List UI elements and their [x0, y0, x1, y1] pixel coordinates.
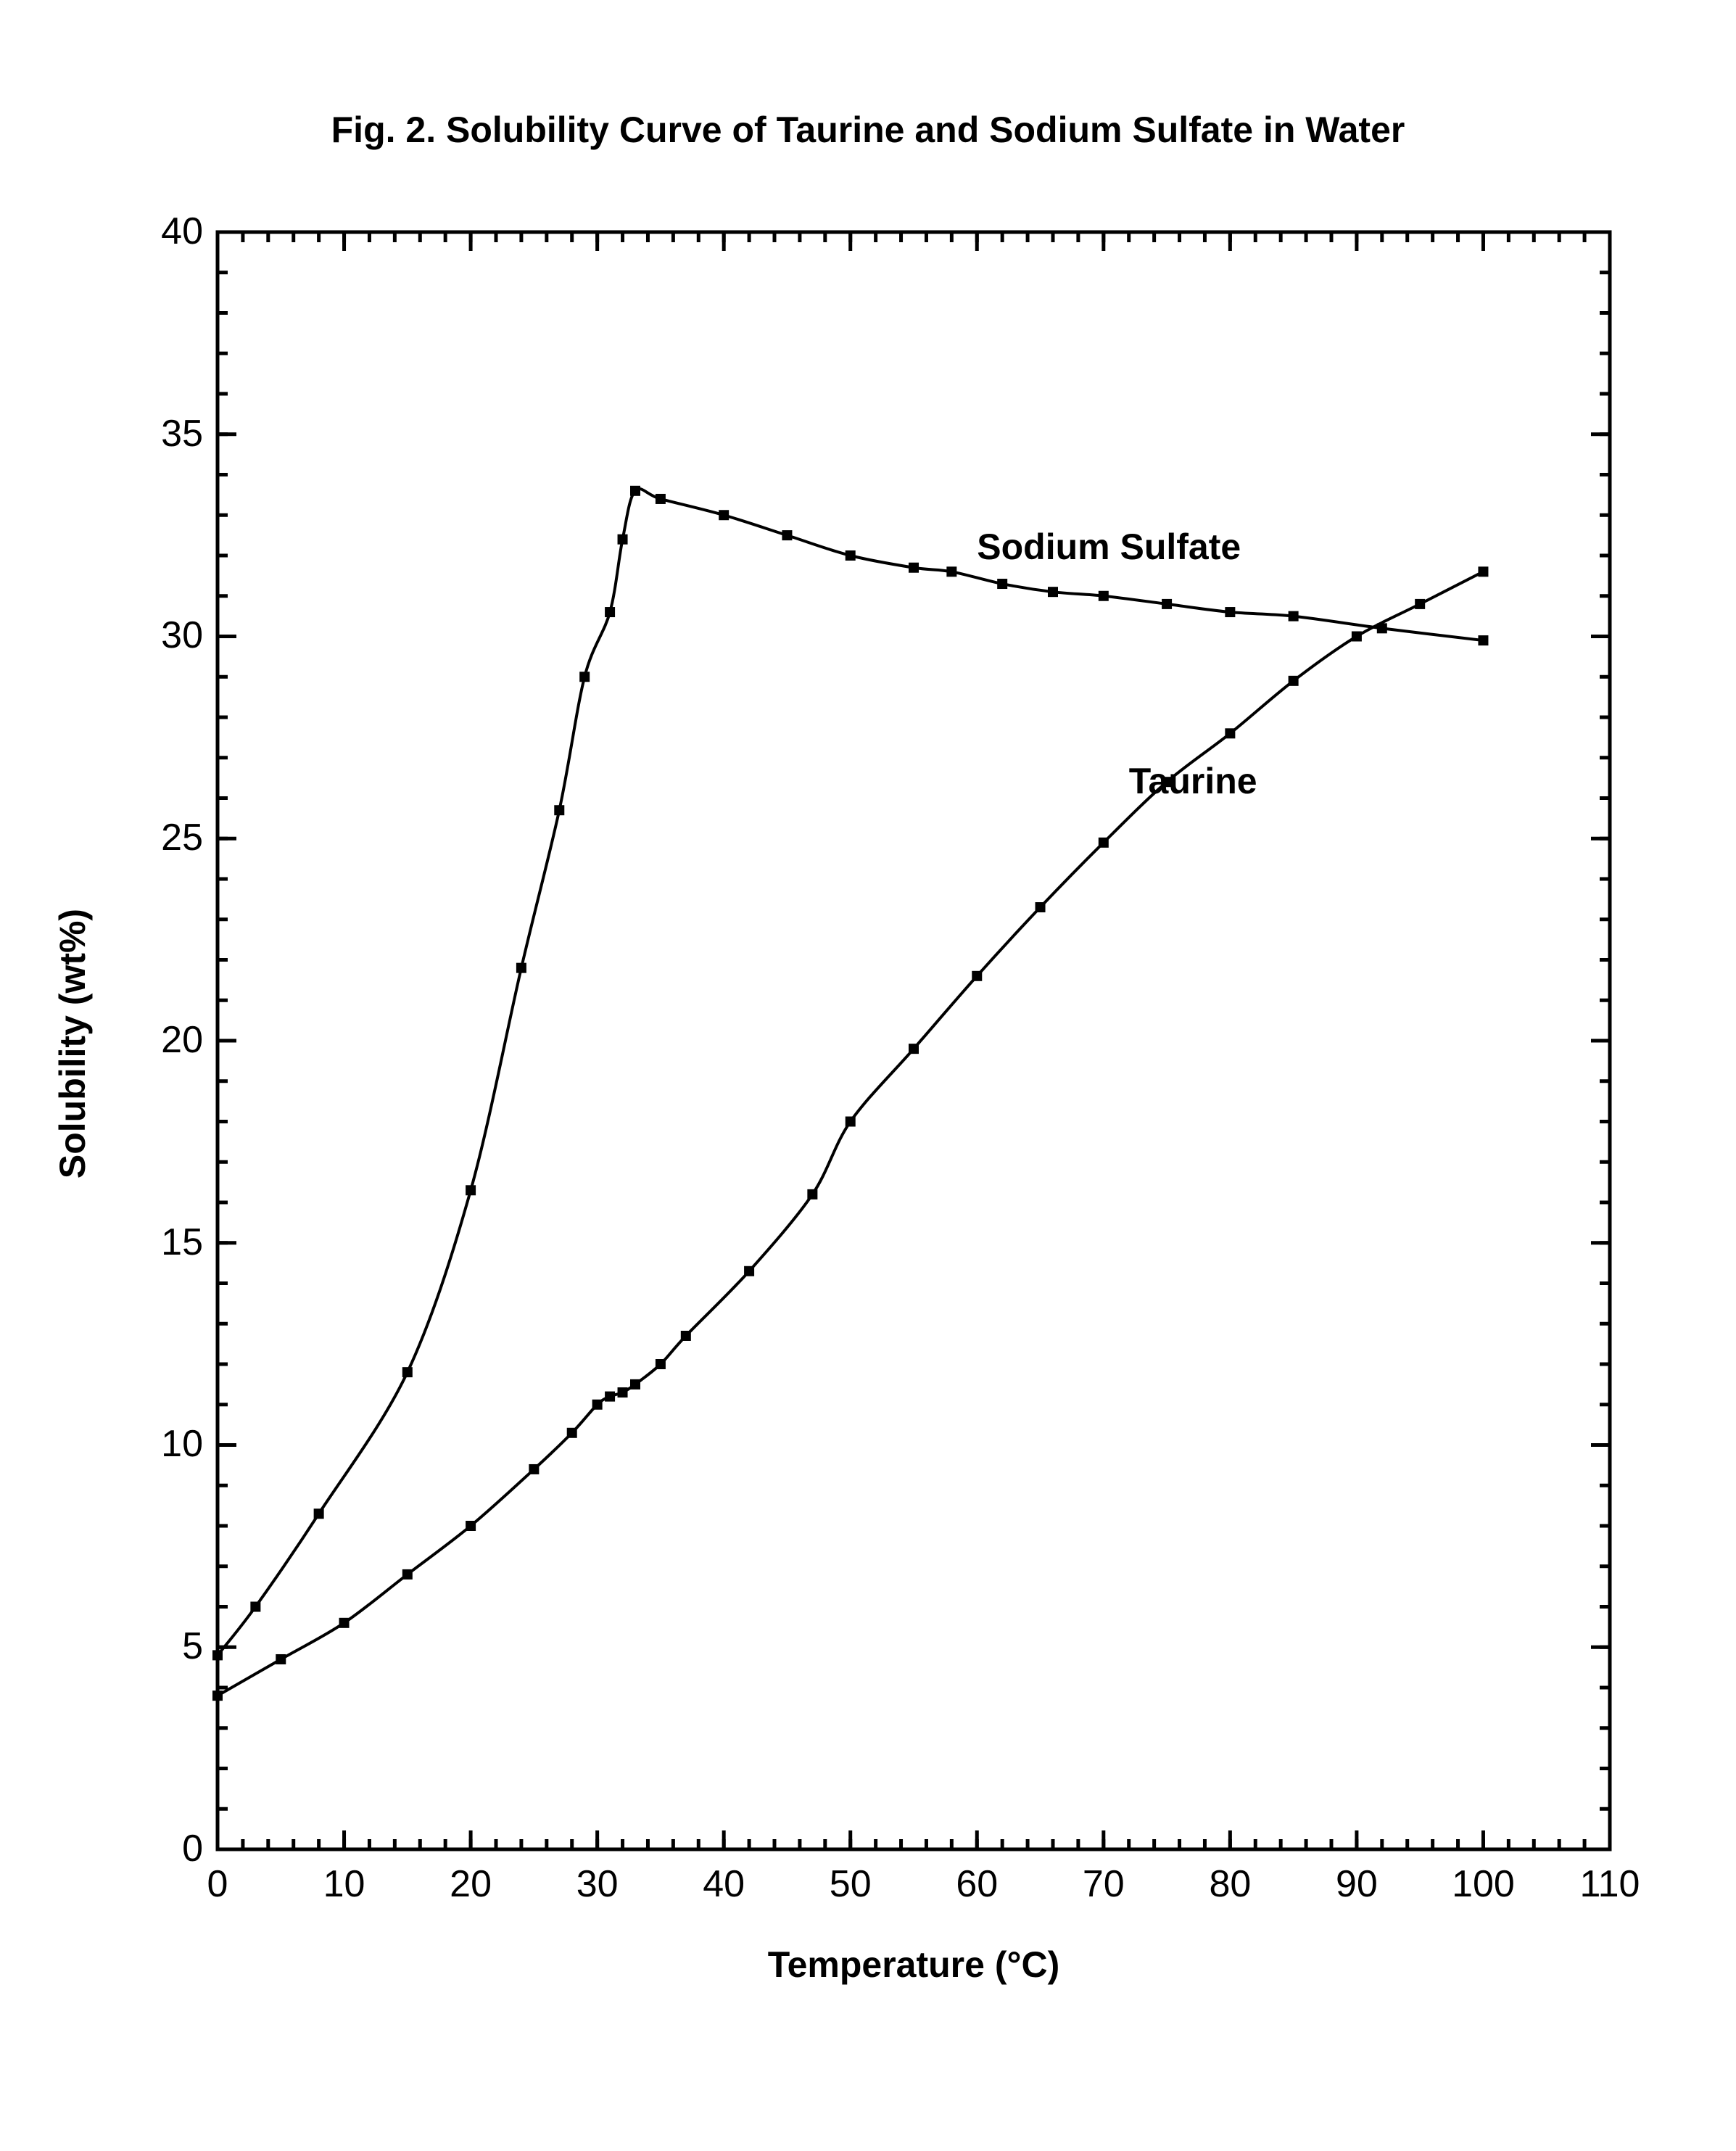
taurine-marker: [592, 1400, 603, 1410]
taurine-marker: [1099, 838, 1109, 848]
taurine-marker: [212, 1690, 223, 1701]
sodium-sulfate-marker: [250, 1602, 260, 1612]
sodium-sulfate-marker: [1099, 591, 1109, 601]
x-tick-label: 30: [561, 1862, 634, 1906]
taurine-marker: [1036, 902, 1046, 912]
sodium-sulfate-marker: [618, 534, 628, 545]
sodium-sulfate-marker: [314, 1508, 324, 1519]
sodium-sulfate-marker: [402, 1367, 413, 1377]
sodium-sulfate-marker: [719, 510, 729, 520]
y-tick-label: 5: [182, 1624, 203, 1668]
x-tick-label: 20: [434, 1862, 507, 1906]
x-tick-label: 90: [1320, 1862, 1393, 1906]
x-tick-label: 10: [308, 1862, 381, 1906]
taurine-marker: [744, 1266, 754, 1276]
y-tick-label: 35: [161, 412, 203, 455]
plot-area: [218, 232, 1610, 1849]
y-tick-label: 25: [161, 816, 203, 859]
figure-title: Fig. 2. Solubility Curve of Taurine and …: [0, 109, 1736, 151]
taurine-marker: [276, 1654, 286, 1664]
sodium-sulfate-marker: [630, 486, 640, 496]
sodium-sulfate-marker: [212, 1650, 223, 1660]
y-axis-label: Solubility (wt%): [51, 826, 94, 1261]
sodium-sulfate-marker: [466, 1185, 476, 1195]
x-tick-label: 50: [814, 1862, 887, 1906]
taurine-marker: [630, 1379, 640, 1390]
taurine-marker: [567, 1428, 577, 1438]
x-tick-label: 100: [1447, 1862, 1519, 1906]
sodium-sulfate-marker: [846, 550, 856, 561]
sodium-sulfate-marker: [579, 672, 590, 682]
sodium-sulfate-marker: [1289, 611, 1299, 622]
y-tick-label: 0: [182, 1827, 203, 1870]
x-tick-label: 40: [687, 1862, 760, 1906]
sodium-sulfate-marker: [554, 805, 564, 815]
y-tick-label: 20: [161, 1018, 203, 1062]
sodium-sulfate-marker: [782, 530, 792, 540]
taurine-marker: [605, 1392, 615, 1402]
series-label-taurine: Taurine: [1129, 760, 1257, 802]
sodium-sulfate-marker: [997, 579, 1007, 589]
taurine-marker: [909, 1044, 919, 1054]
sodium-sulfate-marker: [656, 494, 666, 504]
taurine-marker: [1415, 599, 1425, 609]
taurine-marker: [339, 1618, 350, 1628]
sodium-sulfate-marker: [1225, 607, 1235, 617]
sodium-sulfate-marker: [909, 563, 919, 573]
taurine-marker: [1225, 728, 1235, 738]
taurine-marker: [681, 1331, 691, 1341]
y-tick-label: 30: [161, 614, 203, 657]
taurine-marker: [618, 1387, 628, 1397]
taurine-line: [218, 571, 1483, 1696]
taurine-marker: [1289, 676, 1299, 686]
taurine-marker: [1352, 632, 1362, 642]
y-tick-label: 40: [161, 210, 203, 253]
x-tick-label: 110: [1574, 1862, 1646, 1906]
series-label-sodium-sulfate: Sodium Sulfate: [977, 526, 1241, 568]
taurine-marker: [846, 1117, 856, 1127]
taurine-marker: [402, 1569, 413, 1580]
taurine-marker: [656, 1359, 666, 1369]
x-tick-label: 80: [1194, 1862, 1266, 1906]
sodium-sulfate-marker: [1162, 599, 1172, 609]
taurine-marker: [807, 1189, 817, 1200]
sodium-sulfate-marker: [1478, 635, 1488, 645]
taurine-marker: [972, 971, 982, 981]
x-axis-label: Temperature (°C): [218, 1944, 1610, 1986]
x-tick-label: 70: [1067, 1862, 1140, 1906]
y-tick-label: 10: [161, 1422, 203, 1466]
taurine-marker: [529, 1464, 539, 1474]
taurine-marker: [1478, 566, 1488, 577]
taurine-marker: [466, 1521, 476, 1531]
y-tick-label: 15: [161, 1221, 203, 1264]
x-tick-label: 60: [941, 1862, 1013, 1906]
sodium-sulfate-marker: [516, 963, 526, 973]
chart-svg: [218, 232, 1610, 1849]
sodium-sulfate-marker: [605, 607, 615, 617]
sodium-sulfate-line: [218, 489, 1483, 1655]
sodium-sulfate-marker: [1048, 587, 1058, 597]
sodium-sulfate-marker: [946, 566, 956, 577]
